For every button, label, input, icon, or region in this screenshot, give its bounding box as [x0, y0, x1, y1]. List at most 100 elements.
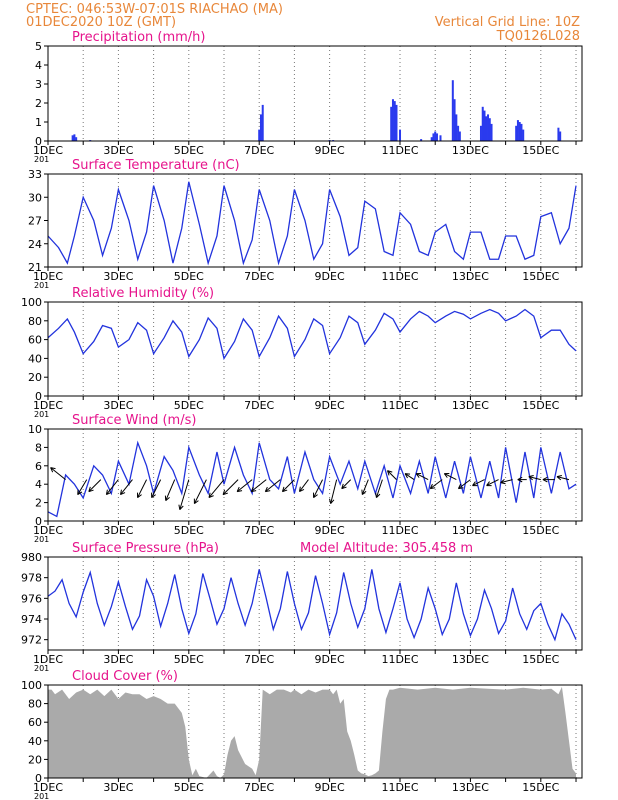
y-tick-label: 976: [21, 592, 42, 605]
wind-arrowhead: [429, 483, 436, 490]
x-tick-label: 5DEC: [174, 144, 204, 157]
precip-bar: [261, 104, 264, 141]
y-tick-label: 5: [35, 40, 42, 53]
x-tick-year-truncated: 201: [34, 664, 49, 673]
y-tick-label: 100: [21, 679, 42, 692]
wind-arrowhead: [88, 486, 94, 493]
wind-title: Surface Wind (m/s): [72, 413, 196, 428]
y-tick-label: 2: [35, 497, 42, 510]
precip-bar: [516, 120, 519, 141]
wind-vector: [341, 479, 352, 489]
x-tick-label: 13DEC: [452, 144, 489, 157]
x-tick-label: 9DEC: [315, 144, 345, 157]
wind-vector: [415, 473, 429, 481]
precip-bar: [457, 125, 460, 141]
wind-vector: [208, 479, 225, 498]
x-tick-label: 5DEC: [174, 781, 204, 794]
wind-arrowhead: [517, 476, 523, 483]
wind-arrowhead: [250, 486, 257, 493]
x-tick-label: 3DEC: [103, 781, 133, 794]
y-tick-label: 4: [35, 59, 42, 72]
precip-bar: [435, 133, 438, 141]
precip-bar: [393, 101, 396, 141]
temperature-title: Surface Temperature (nC): [72, 158, 240, 173]
precip-bar: [479, 125, 482, 141]
wind-vector: [375, 479, 383, 498]
x-tick-label: 1DEC: [33, 144, 63, 157]
wind-vector: [330, 479, 338, 504]
precip-bar: [451, 80, 454, 141]
x-tick-label: 9DEC: [315, 270, 345, 283]
humidity-line: [47, 308, 577, 361]
x-tick-label: 7DEC: [244, 270, 274, 283]
y-tick-label: 972: [21, 634, 42, 647]
y-tick-label: 0: [35, 390, 42, 403]
wind-arrowhead: [472, 481, 478, 487]
wind-vector: [299, 479, 309, 492]
precip-bar: [420, 139, 423, 141]
wind-vector: [313, 479, 324, 498]
x-tick-year-truncated: 201: [34, 155, 49, 164]
temperature-panel: 21 24 27 30 33 1DEC 3DEC 5DEC 7DEC 9DEC 11DEC 13DEC…: [28, 158, 583, 290]
x-tick-label: 9DEC: [315, 781, 345, 794]
y-tick-label: 0: [35, 515, 42, 528]
x-tick-label: 13DEC: [452, 399, 489, 412]
wind-vector: [120, 479, 133, 495]
wind-arrowhead: [77, 489, 83, 496]
wind-arrowhead: [404, 473, 411, 479]
wind-vector: [106, 479, 119, 495]
x-tick-label: 3DEC: [103, 399, 133, 412]
x-tick-year-truncated: 201: [34, 792, 49, 800]
precip-bar: [557, 127, 560, 141]
wind-arrowhead: [457, 483, 464, 490]
plot-frame: [47, 45, 583, 142]
x-tick-label: 9DEC: [315, 524, 345, 537]
wind-arrowhead: [329, 498, 335, 504]
wind-vector: [165, 479, 176, 501]
x-tick-label: 1DEC: [33, 270, 63, 283]
precip-bar: [520, 123, 523, 141]
x-tick-label: 11DEC: [381, 144, 418, 157]
wind-arrowhead: [137, 492, 142, 499]
precipitation-panel: 0 1 2 3 4 5 1DEC 3DEC 5DEC 7DEC 9DEC 11DEC 13DEC 15DE…: [33, 30, 583, 164]
humidity-title: Relative Humidity (%): [72, 286, 214, 301]
x-tick-label: 13DEC: [452, 653, 489, 666]
y-tick-label: 978: [21, 572, 42, 585]
wind-arrowhead: [164, 495, 170, 501]
precip-bar: [522, 129, 525, 141]
cloud-cover-panel: 0 20 40 60 80 100 1DEC 3DEC 5DEC 7DEC 9DEC 11DEC 13D…: [21, 669, 583, 800]
pressure-line: [47, 569, 577, 642]
precip-bar: [395, 104, 398, 141]
wind-vector: [50, 467, 66, 480]
wind-arrowhead: [528, 474, 534, 481]
y-tick-label: 60: [28, 716, 42, 729]
header-date: 01DEC2020 10Z (GMT): [26, 15, 176, 30]
wind-vector: [387, 470, 397, 480]
wind-vector: [282, 479, 295, 492]
wind-arrowhead: [151, 492, 156, 499]
y-tick-label: 80: [28, 315, 42, 328]
wind-arrowhead: [281, 486, 288, 493]
x-tick-label: 1DEC: [33, 781, 63, 794]
x-tick-label: 11DEC: [381, 781, 418, 794]
x-tick-label: 7DEC: [244, 144, 274, 157]
y-tick-label: 30: [28, 191, 42, 204]
wind-arrowhead: [443, 473, 450, 478]
y-tick-label: 3: [35, 78, 42, 91]
precip-bar: [71, 135, 74, 141]
wind-arrowhead: [375, 492, 381, 498]
x-tick-label: 13DEC: [452, 781, 489, 794]
wind-vector: [193, 479, 207, 504]
x-tick-label: 11DEC: [381, 524, 418, 537]
wind-arrowhead: [193, 498, 199, 505]
wind-arrowhead: [500, 478, 506, 485]
precip-bar: [390, 106, 393, 141]
x-tick-label: 5DEC: [174, 653, 204, 666]
y-tick-label: 24: [28, 238, 42, 251]
precip-bar: [258, 129, 261, 141]
precip-bar: [485, 116, 488, 141]
x-tick-label: 15DEC: [522, 399, 559, 412]
wind-vector: [429, 479, 443, 490]
humidity-panel: 0 20 40 60 80 100 1DEC 3DEC 5DEC 7DEC 9DEC 11DEC 13D…: [21, 286, 583, 419]
precip-bar: [481, 106, 484, 141]
